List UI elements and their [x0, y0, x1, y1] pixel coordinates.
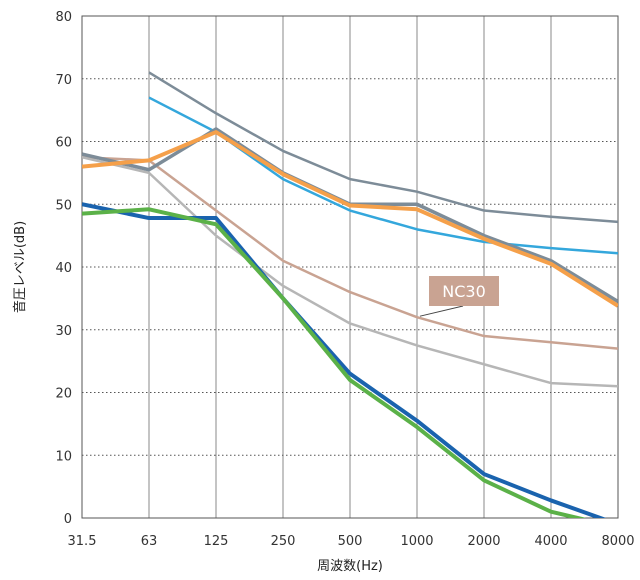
series-group	[82, 71, 618, 518]
nc30-label-box	[429, 276, 499, 306]
y-tick-label: 30	[55, 324, 72, 339]
y-axis-title: 音圧レベル(dB)	[12, 221, 28, 313]
series-line-6	[82, 130, 618, 308]
y-tick-label: 20	[55, 387, 72, 402]
series-line-1	[148, 71, 618, 224]
x-axis-title: 周波数(Hz)	[317, 559, 383, 574]
x-tick-label: 250	[271, 534, 296, 549]
y-tick-label: 60	[55, 136, 72, 151]
grid	[82, 16, 618, 518]
x-tick-label: 31.5	[68, 534, 97, 549]
y-tick-label: 50	[55, 198, 72, 213]
series-line-3	[82, 155, 618, 350]
plot-frame	[81, 15, 619, 519]
y-tick-label: 80	[55, 10, 72, 25]
nc30-leader-line	[419, 305, 464, 317]
x-tick-label: 8000	[601, 534, 634, 549]
x-tick-label: 63	[141, 534, 158, 549]
y-tick-label: 10	[55, 449, 72, 464]
series-line-7	[82, 202, 607, 518]
tick-labels: 0 10 20 30 40 50 60 70 80 31.5 63 125 250 500 1000 2000…	[55, 10, 634, 549]
x-tick-label: 500	[338, 534, 363, 549]
annotation: NC30	[419, 276, 499, 317]
x-tick-label: 125	[204, 534, 229, 549]
x-tick-label: 4000	[534, 534, 567, 549]
y-tick-label: 70	[55, 73, 72, 88]
x-tick-label: 2000	[467, 534, 500, 549]
x-tick-label: 1000	[400, 534, 433, 549]
series-line-8	[82, 207, 587, 518]
y-tick-label: 0	[64, 512, 72, 527]
y-tick-label: 40	[55, 261, 72, 276]
series-line-4	[82, 155, 618, 388]
nc30-label: NC30	[442, 282, 486, 301]
